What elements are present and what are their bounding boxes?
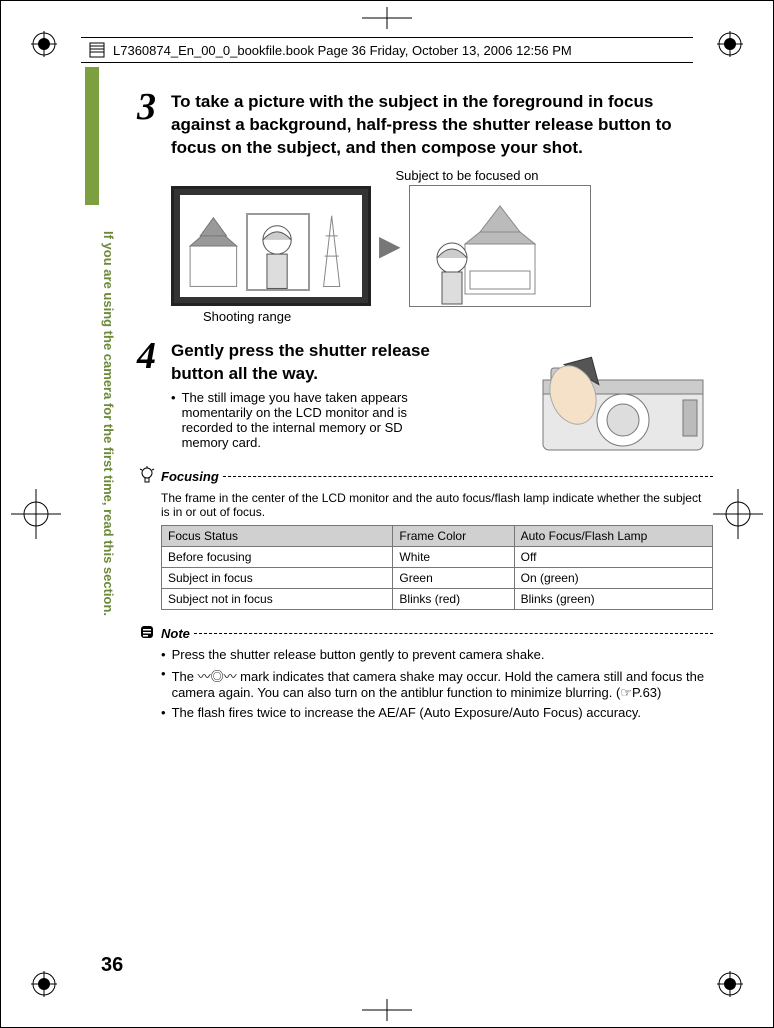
reg-mark-icon xyxy=(717,971,743,997)
step-4-body: •The still image you have taken appears … xyxy=(171,390,431,450)
caption-subject: Subject to be focused on xyxy=(221,168,713,183)
note-icon xyxy=(139,624,155,643)
header-text: L7360874_En_00_0_bookfile.book Page 36 F… xyxy=(113,43,572,58)
note-bullet: The flash fires twice to increase the AE… xyxy=(172,705,641,720)
camera-illustration xyxy=(533,350,713,460)
arrow-icon: ▶ xyxy=(379,229,401,262)
step-3-title: To take a picture with the subject in th… xyxy=(171,91,713,160)
step-4-title: Gently press the shutter release button … xyxy=(171,340,431,386)
table-row: Before focusing White Off xyxy=(162,546,713,567)
table-header-row: Focus Status Frame Color Auto Focus/Flas… xyxy=(162,525,713,546)
note-bullet: The 〰◎〰 mark indicates that camera shake… xyxy=(172,666,713,701)
header: L7360874_En_00_0_bookfile.book Page 36 F… xyxy=(81,37,693,63)
step-3-number: 3 xyxy=(137,85,156,129)
lightbulb-icon xyxy=(139,466,155,487)
page-number: 36 xyxy=(101,954,123,977)
crop-mark-icon xyxy=(11,489,61,539)
sidebar-text: If you are using the camera for the firs… xyxy=(101,231,116,751)
note-bullet: Press the shutter release button gently … xyxy=(172,647,545,662)
content: 3 To take a picture with the subject in … xyxy=(139,91,713,724)
step-4: 4 Gently press the shutter release butto… xyxy=(139,340,713,450)
lcd-frame xyxy=(171,186,371,306)
note-body: •Press the shutter release button gently… xyxy=(161,647,713,720)
result-frame xyxy=(409,185,591,307)
focusing-header: Focusing xyxy=(139,466,713,487)
step-4-bullet: The still image you have taken appears m… xyxy=(182,390,431,450)
focusing-label: Focusing xyxy=(161,469,219,484)
step-4-number: 4 xyxy=(137,334,156,378)
step-3-diagram: Subject to be focused on xyxy=(171,168,713,324)
book-icon xyxy=(89,42,105,58)
page: L7360874_En_00_0_bookfile.book Page 36 F… xyxy=(0,0,774,1028)
side-tab xyxy=(85,67,99,205)
focus-table: Focus Status Frame Color Auto Focus/Flas… xyxy=(161,525,713,610)
crop-mark-icon xyxy=(713,489,763,539)
reg-mark-icon xyxy=(31,971,57,997)
caption-range: Shooting range xyxy=(203,309,713,324)
th-status: Focus Status xyxy=(162,525,393,546)
table-row: Subject in focus Green On (green) xyxy=(162,567,713,588)
note-header: Note xyxy=(139,624,713,643)
th-frame: Frame Color xyxy=(393,525,514,546)
focusing-text: The frame in the center of the LCD monit… xyxy=(161,491,713,519)
reg-mark-icon xyxy=(717,31,743,57)
crop-mark-icon xyxy=(362,999,412,1021)
focus-box xyxy=(246,213,310,291)
scene-illustration xyxy=(410,186,590,306)
step-3: 3 To take a picture with the subject in … xyxy=(139,91,713,324)
table-row: Subject not in focus Blinks (red) Blinks… xyxy=(162,588,713,609)
th-lamp: Auto Focus/Flash Lamp xyxy=(514,525,712,546)
note-label: Note xyxy=(161,626,190,641)
reg-mark-icon xyxy=(31,31,57,57)
crop-mark-icon xyxy=(362,7,412,29)
